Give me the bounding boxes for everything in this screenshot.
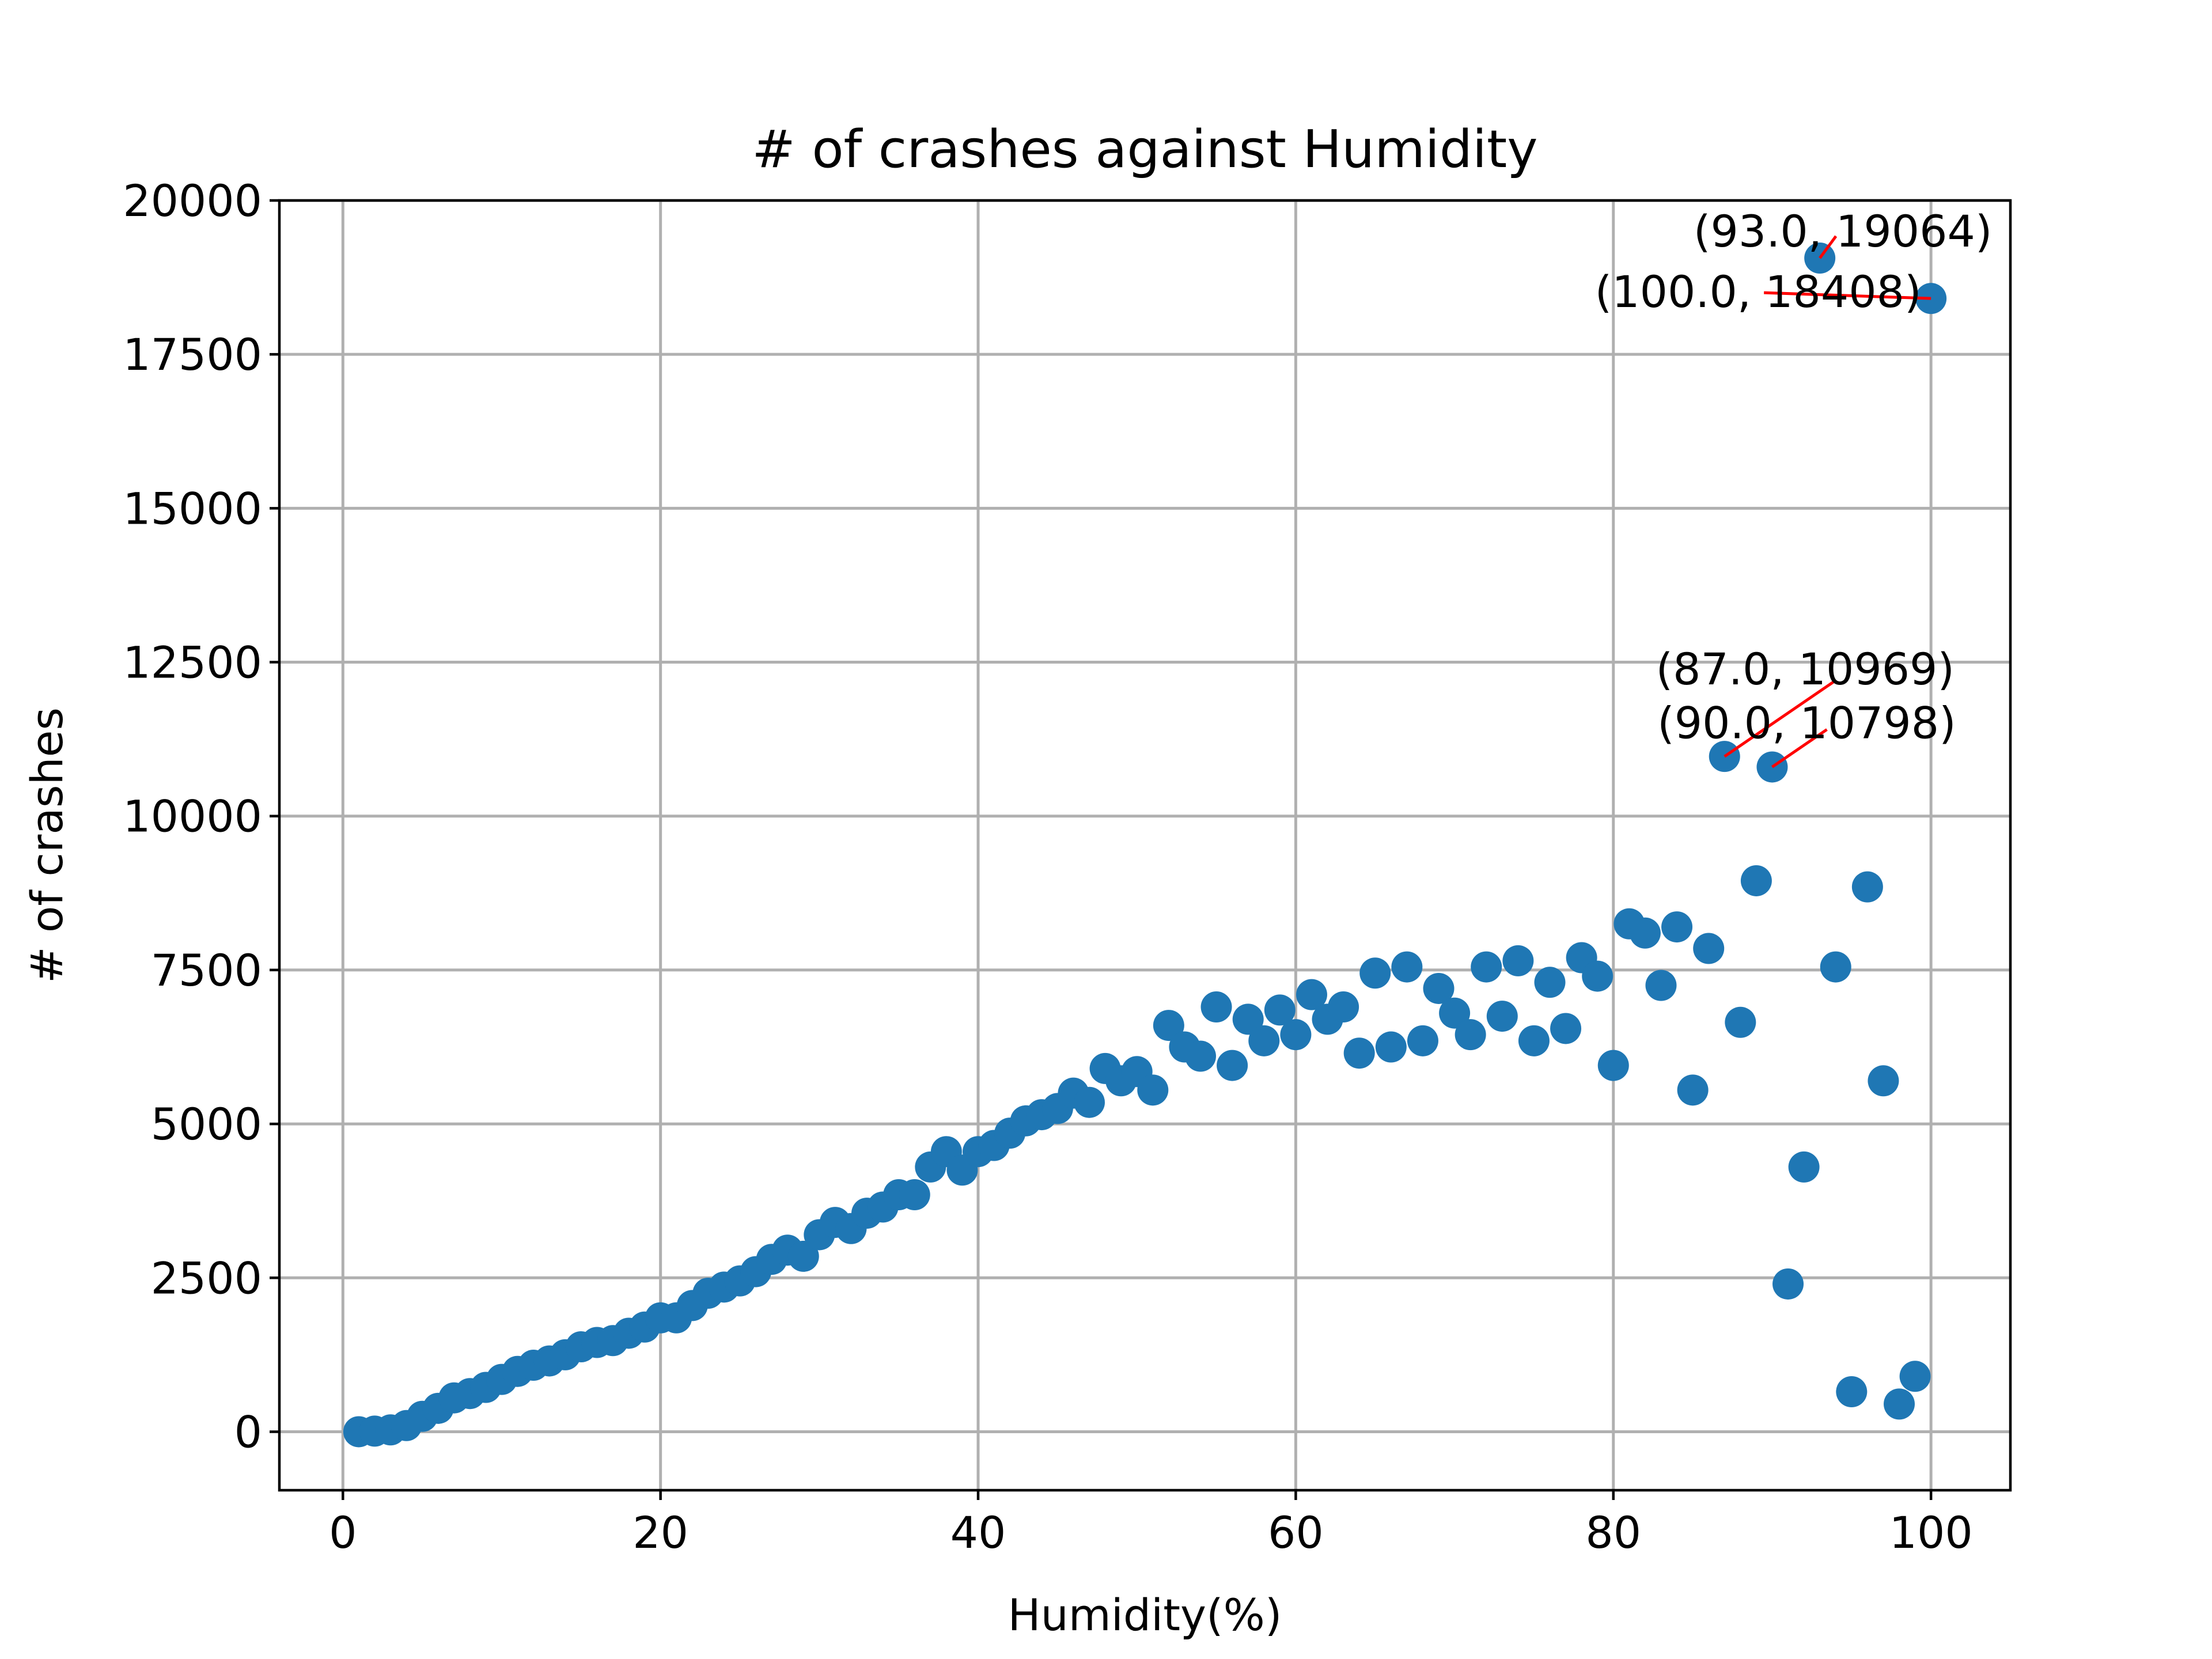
data-points xyxy=(343,243,1947,1448)
y-tick-label: 12500 xyxy=(123,637,262,688)
data-point xyxy=(1597,1050,1629,1081)
y-tick-label: 7500 xyxy=(151,945,262,996)
data-point xyxy=(1788,1151,1820,1183)
data-point xyxy=(1645,969,1677,1001)
data-point xyxy=(1740,865,1772,896)
plot-frame xyxy=(278,199,2012,1492)
y-tick-label: 10000 xyxy=(123,791,262,842)
data-point xyxy=(1725,1006,1756,1038)
annotations: (93.0, 19064) (100.0, 18408) (87.0, 10969)… xyxy=(1595,206,1993,768)
data-point xyxy=(1851,871,1883,903)
data-point xyxy=(1471,951,1502,983)
data-point xyxy=(1359,957,1391,989)
annotation-connector xyxy=(1764,291,1931,300)
annotation-connector xyxy=(1819,235,1838,259)
data-point xyxy=(1836,1376,1868,1408)
annotation-label: (90.0, 10798) xyxy=(1657,697,1956,748)
data-point xyxy=(1328,991,1359,1023)
data-point xyxy=(1232,1003,1264,1035)
y-tick-label: 0 xyxy=(234,1406,262,1457)
x-tick-label: 100 xyxy=(1889,1507,1973,1558)
data-point xyxy=(1502,945,1534,976)
y-tick-label: 5000 xyxy=(151,1099,262,1150)
data-point xyxy=(1439,997,1471,1029)
data-point xyxy=(1772,1268,1804,1300)
data-point xyxy=(1868,1065,1899,1097)
annotation-label: (93.0, 19064) xyxy=(1694,206,1993,257)
data-point xyxy=(1423,972,1455,1004)
data-point xyxy=(1296,979,1327,1010)
data-point xyxy=(1264,994,1296,1026)
data-point xyxy=(1217,1050,1248,1081)
grid-layer xyxy=(279,199,2010,1490)
y-tick-label: 20000 xyxy=(123,175,262,226)
data-point xyxy=(1407,1025,1438,1056)
data-point xyxy=(1391,951,1423,983)
data-point xyxy=(1518,1025,1550,1056)
annotation-connector xyxy=(1771,728,1828,768)
data-point xyxy=(787,1240,819,1272)
data-point xyxy=(1184,1040,1216,1072)
data-point xyxy=(899,1179,930,1211)
y-tick-label: 15000 xyxy=(123,483,262,534)
x-tick-label: 40 xyxy=(950,1507,1006,1558)
y-tick-label: 2500 xyxy=(151,1252,262,1304)
data-point xyxy=(1248,1025,1280,1056)
annotation-connector xyxy=(1724,680,1835,758)
data-point xyxy=(1280,1019,1312,1051)
data-point xyxy=(1582,960,1613,992)
data-point xyxy=(1375,1031,1407,1063)
x-tick-label: 20 xyxy=(632,1507,688,1558)
x-tick-label: 80 xyxy=(1585,1507,1641,1558)
data-point xyxy=(1343,1037,1375,1069)
data-point xyxy=(1200,991,1232,1023)
data-point xyxy=(1550,1013,1582,1044)
y-tick-label: 17500 xyxy=(123,329,262,380)
annotation-label: (87.0, 10969) xyxy=(1656,643,1955,695)
x-tick-label: 60 xyxy=(1268,1507,1324,1558)
data-point xyxy=(1629,917,1661,949)
data-point xyxy=(1884,1388,1915,1420)
annotation-label: (100.0, 18408) xyxy=(1595,266,1922,317)
data-point xyxy=(1534,967,1566,998)
x-axis-label: Humidity(%) xyxy=(1007,1589,1282,1641)
data-point xyxy=(1899,1361,1931,1392)
axis-ticks: 0 20 40 60 80 100 0 2500 5000 7500 10000 12500 15000… xyxy=(123,175,1972,1558)
data-point xyxy=(1074,1086,1105,1118)
y-axis-label: # of crashes xyxy=(21,707,73,983)
data-point xyxy=(1455,1019,1486,1051)
chart-title: # of crashes against Humidity xyxy=(752,119,1537,180)
data-point xyxy=(1137,1074,1169,1106)
data-point xyxy=(1693,933,1725,964)
data-point xyxy=(1661,911,1693,943)
x-tick-label: 0 xyxy=(329,1507,357,1558)
data-point xyxy=(1820,951,1851,983)
data-point xyxy=(1486,1001,1518,1032)
data-point xyxy=(1153,1010,1184,1041)
data-point xyxy=(1677,1074,1709,1106)
